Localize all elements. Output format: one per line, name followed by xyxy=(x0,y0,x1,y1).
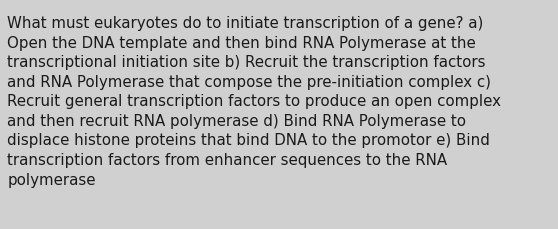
Text: What must eukaryotes do to initiate transcription of a gene? a)
Open the DNA tem: What must eukaryotes do to initiate tran… xyxy=(7,16,501,187)
